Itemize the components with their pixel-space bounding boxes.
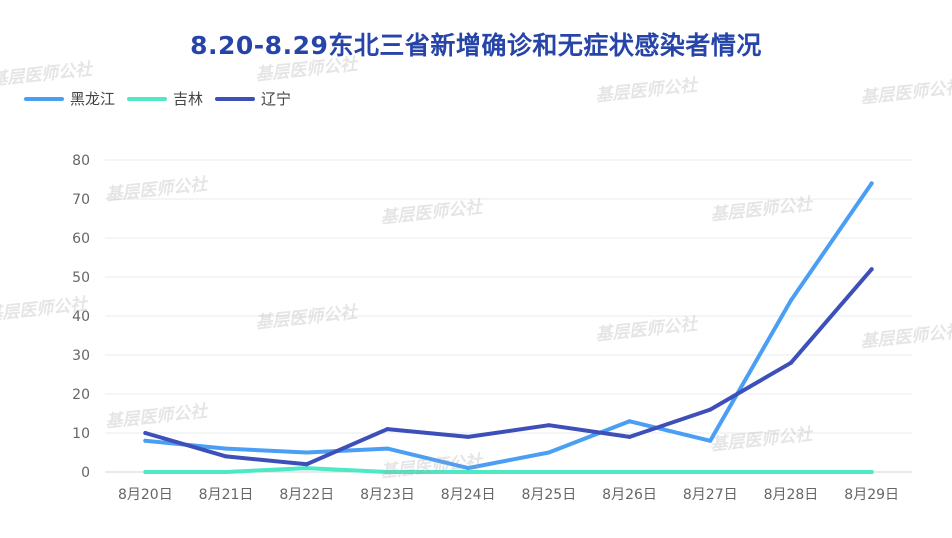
data-point[interactable] bbox=[546, 423, 551, 428]
data-point[interactable] bbox=[546, 470, 551, 474]
legend-swatch-liaoning bbox=[215, 96, 256, 101]
data-point[interactable] bbox=[546, 450, 551, 455]
legend-item-liaoning[interactable]: 辽宁 bbox=[215, 88, 291, 109]
y-tick-label: 40 bbox=[72, 309, 90, 325]
legend-item-jilin[interactable]: 吉林 bbox=[127, 88, 203, 109]
legend-label-heilongjiang: 黑龙江 bbox=[70, 90, 116, 108]
data-point[interactable] bbox=[385, 427, 390, 432]
series-line-0[interactable] bbox=[143, 181, 874, 471]
x-tick-label: 8月25日 bbox=[521, 487, 576, 503]
data-point[interactable] bbox=[466, 466, 471, 471]
y-tick-label: 30 bbox=[72, 348, 90, 364]
legend-label-jilin: 吉林 bbox=[173, 90, 204, 108]
x-tick-label: 8月28日 bbox=[764, 487, 819, 503]
data-point[interactable] bbox=[143, 431, 148, 435]
data-point[interactable] bbox=[627, 419, 632, 424]
series-line-2[interactable] bbox=[143, 267, 874, 467]
data-point[interactable] bbox=[627, 470, 632, 474]
y-tick-label: 10 bbox=[72, 426, 90, 442]
y-tick-label: 70 bbox=[72, 192, 90, 208]
data-point[interactable] bbox=[708, 438, 713, 443]
data-point[interactable] bbox=[708, 407, 713, 412]
x-tick-label: 8月23日 bbox=[360, 487, 415, 503]
legend-swatch-jilin bbox=[127, 96, 168, 101]
legend-label-liaoning: 辽宁 bbox=[261, 90, 292, 108]
data-point[interactable] bbox=[788, 298, 793, 303]
y-tick-label: 20 bbox=[72, 387, 90, 403]
data-point[interactable] bbox=[304, 462, 309, 467]
y-tick-label: 60 bbox=[72, 231, 90, 247]
data-point[interactable] bbox=[143, 438, 148, 443]
legend: 黑龙江 吉林 辽宁 bbox=[24, 88, 303, 109]
data-point[interactable] bbox=[869, 470, 874, 474]
x-tick-label: 8月27日 bbox=[683, 487, 738, 503]
data-point[interactable] bbox=[466, 434, 471, 439]
x-tick-label: 8月26日 bbox=[602, 487, 657, 503]
chart-title: 8.20-8.29东北三省新增确诊和无症状感染者情况 bbox=[190, 31, 762, 60]
y-tick-label: 0 bbox=[81, 465, 90, 481]
data-point[interactable] bbox=[466, 470, 471, 474]
data-point[interactable] bbox=[869, 267, 874, 272]
data-point[interactable] bbox=[224, 470, 229, 474]
data-point[interactable] bbox=[143, 470, 148, 474]
x-tick-label: 8月20日 bbox=[118, 487, 173, 503]
data-point[interactable] bbox=[788, 470, 793, 474]
data-point[interactable] bbox=[224, 454, 229, 459]
data-point[interactable] bbox=[385, 470, 390, 474]
data-point[interactable] bbox=[627, 434, 632, 439]
series-line-1[interactable] bbox=[143, 466, 874, 474]
data-point[interactable] bbox=[869, 181, 874, 186]
data-point[interactable] bbox=[385, 446, 390, 451]
data-point[interactable] bbox=[304, 466, 309, 471]
data-point[interactable] bbox=[788, 360, 793, 365]
y-tick-label: 80 bbox=[72, 153, 90, 169]
legend-swatch-heilongjiang bbox=[24, 96, 64, 101]
x-tick-label: 8月22日 bbox=[279, 487, 334, 503]
y-tick-label: 50 bbox=[72, 270, 90, 286]
x-tick-label: 8月21日 bbox=[199, 487, 254, 503]
data-point[interactable] bbox=[304, 450, 309, 455]
data-point[interactable] bbox=[224, 446, 229, 451]
data-point[interactable] bbox=[708, 470, 713, 474]
x-tick-label: 8月24日 bbox=[441, 487, 496, 503]
x-tick-label: 8月29日 bbox=[844, 487, 899, 503]
legend-item-heilongjiang[interactable]: 黑龙江 bbox=[24, 88, 115, 109]
